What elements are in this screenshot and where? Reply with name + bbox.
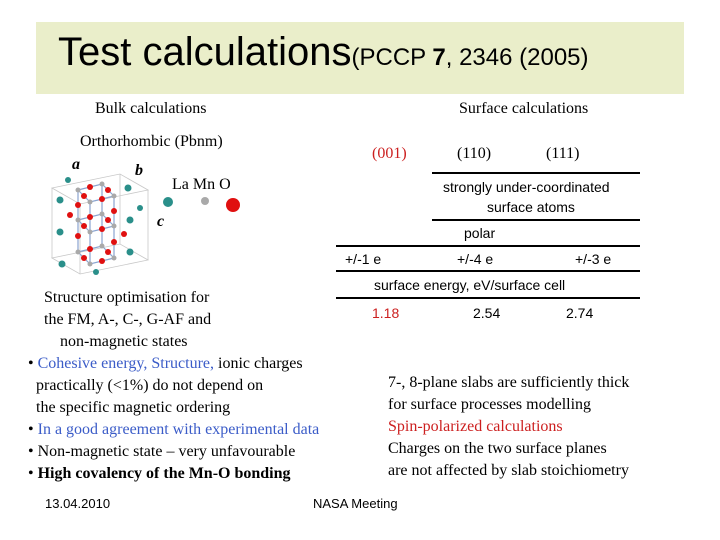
crystal-structure-image [50,173,150,275]
bullet-4: • High covalency of the Mn-O bonding [28,465,291,482]
surface-notes: 7-, 8-plane slabs are sufficiently thick… [388,372,629,482]
bullet-1-highlight: Cohesive energy, Structure, [37,355,215,372]
bullet-3: • Non-magnetic state – very unfavourable [28,443,296,460]
surface-note-3: Spin-polarized calculations [388,418,563,435]
surface-note-1: 7-, 8-plane slabs are sufficiently thick [388,374,630,391]
bullet-4-text: High covalency of the Mn-O bonding [37,465,291,482]
charge-111: +/-3 e [575,251,612,267]
footer-meeting: NASA Meeting [313,496,398,511]
bulk-structure: Orthorhombic (Pbnm) [80,133,223,150]
axis-c-label: c [157,213,165,230]
mn-atom-icon [201,197,209,205]
desc-line-1: Structure optimisation for [44,289,210,306]
energy-110: 2.54 [473,305,501,321]
rule-3 [336,245,640,247]
rule-5 [336,297,640,299]
desc-line-3: non-magnetic states [60,333,188,350]
note-line-1: strongly under-coordinated [443,179,610,195]
surface-heading: Surface calculations [459,100,589,117]
ref-volume: 7 [432,44,446,71]
bullet-1-cont-2: the specific magnetic ordering [36,399,231,416]
polar-label: polar [464,225,496,241]
title-main: Test calculations [58,30,352,74]
rule-1 [432,172,640,174]
desc-line-2: the FM, A-, C-, G-AF and [44,311,212,328]
plane-001: (001) [372,145,407,162]
energy-label: surface energy, eV/surface cell [374,277,566,293]
title-band [36,22,684,94]
surface-note-2: for surface processes modelling [388,396,592,413]
bullet-2-text: In a good agreement with experimental da… [37,421,320,438]
axis-a-label: a [72,156,80,173]
charge-110: +/-4 e [457,251,494,267]
rule-4 [336,270,640,272]
la-atom-icon [163,197,173,207]
charge-001: +/-1 e [345,251,382,267]
ref-close: , 2346 (2005) [445,44,589,71]
footer-date: 13.04.2010 [45,496,111,511]
title-reference: (PCCP 7, 2346 (2005) [351,44,588,71]
slide-title: Test calculations(PCCP 7, 2346 (2005) [58,30,589,75]
rule-2 [432,219,640,221]
o-atom-icon [226,198,240,212]
axis-b-label: b [135,162,143,179]
atom-legend-label: La Mn O [172,176,231,193]
bulk-description: Structure optimisation for the FM, A-, C… [28,287,319,485]
atom-legend-icons [163,197,240,212]
bullet-1-cont-1: practically (<1%) do not depend on [36,377,264,394]
surface-note-5: are not affected by slab stoichiometry [388,462,629,479]
ref-open: (PCCP [351,44,433,71]
energy-111: 2.74 [566,305,594,321]
plane-111: (111) [546,145,580,162]
bullet-2: • In a good agreement with experimental … [28,421,320,438]
plane-110: (110) [457,145,492,162]
bulk-heading: Bulk calculations [95,100,207,117]
surface-note-4: Charges on the two surface planes [388,440,607,457]
bullet-3-text: Non-magnetic state – very unfavourable [37,443,296,460]
bullet-1: • Cohesive energy, Structure, ionic char… [28,355,303,372]
bullet-1-rest: ionic charges [214,355,303,372]
energy-001: 1.18 [372,305,400,321]
note-line-2: surface atoms [487,199,575,215]
